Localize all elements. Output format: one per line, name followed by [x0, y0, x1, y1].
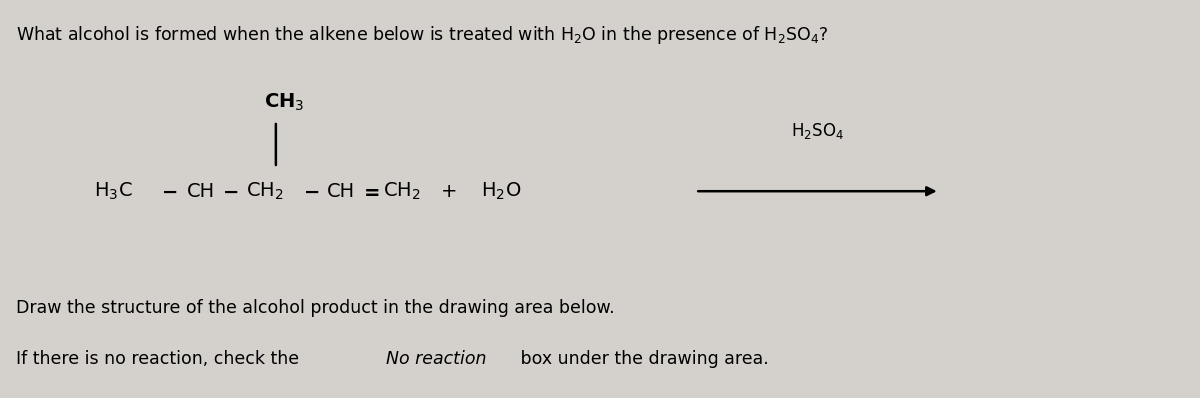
Text: $+$: $+$: [440, 182, 457, 201]
Text: box under the drawing area.: box under the drawing area.: [515, 350, 768, 368]
Text: CH$_3$: CH$_3$: [264, 92, 305, 113]
Text: H$_2$O: H$_2$O: [481, 181, 521, 202]
Text: $\mathbf{-}$: $\mathbf{-}$: [222, 182, 239, 201]
Text: No reaction: No reaction: [386, 350, 486, 368]
Text: If there is no reaction, check the: If there is no reaction, check the: [16, 350, 305, 368]
Text: $\mathbf{=}$: $\mathbf{=}$: [360, 182, 380, 201]
Text: What alcohol is formed when the alkene below is treated with H$_2$O in the prese: What alcohol is formed when the alkene b…: [16, 23, 828, 46]
Text: $\mathbf{-}$: $\mathbf{-}$: [162, 182, 178, 201]
Text: Draw the structure of the alcohol product in the drawing area below.: Draw the structure of the alcohol produc…: [16, 299, 614, 317]
Text: CH: CH: [328, 182, 355, 201]
Text: CH$_2$: CH$_2$: [383, 181, 421, 202]
Text: H$_3$C: H$_3$C: [94, 181, 132, 202]
Text: $\mathbf{-}$: $\mathbf{-}$: [304, 182, 319, 201]
Text: CH: CH: [186, 182, 215, 201]
Text: CH$_2$: CH$_2$: [246, 181, 283, 202]
Text: H$_2$SO$_4$: H$_2$SO$_4$: [791, 121, 844, 140]
